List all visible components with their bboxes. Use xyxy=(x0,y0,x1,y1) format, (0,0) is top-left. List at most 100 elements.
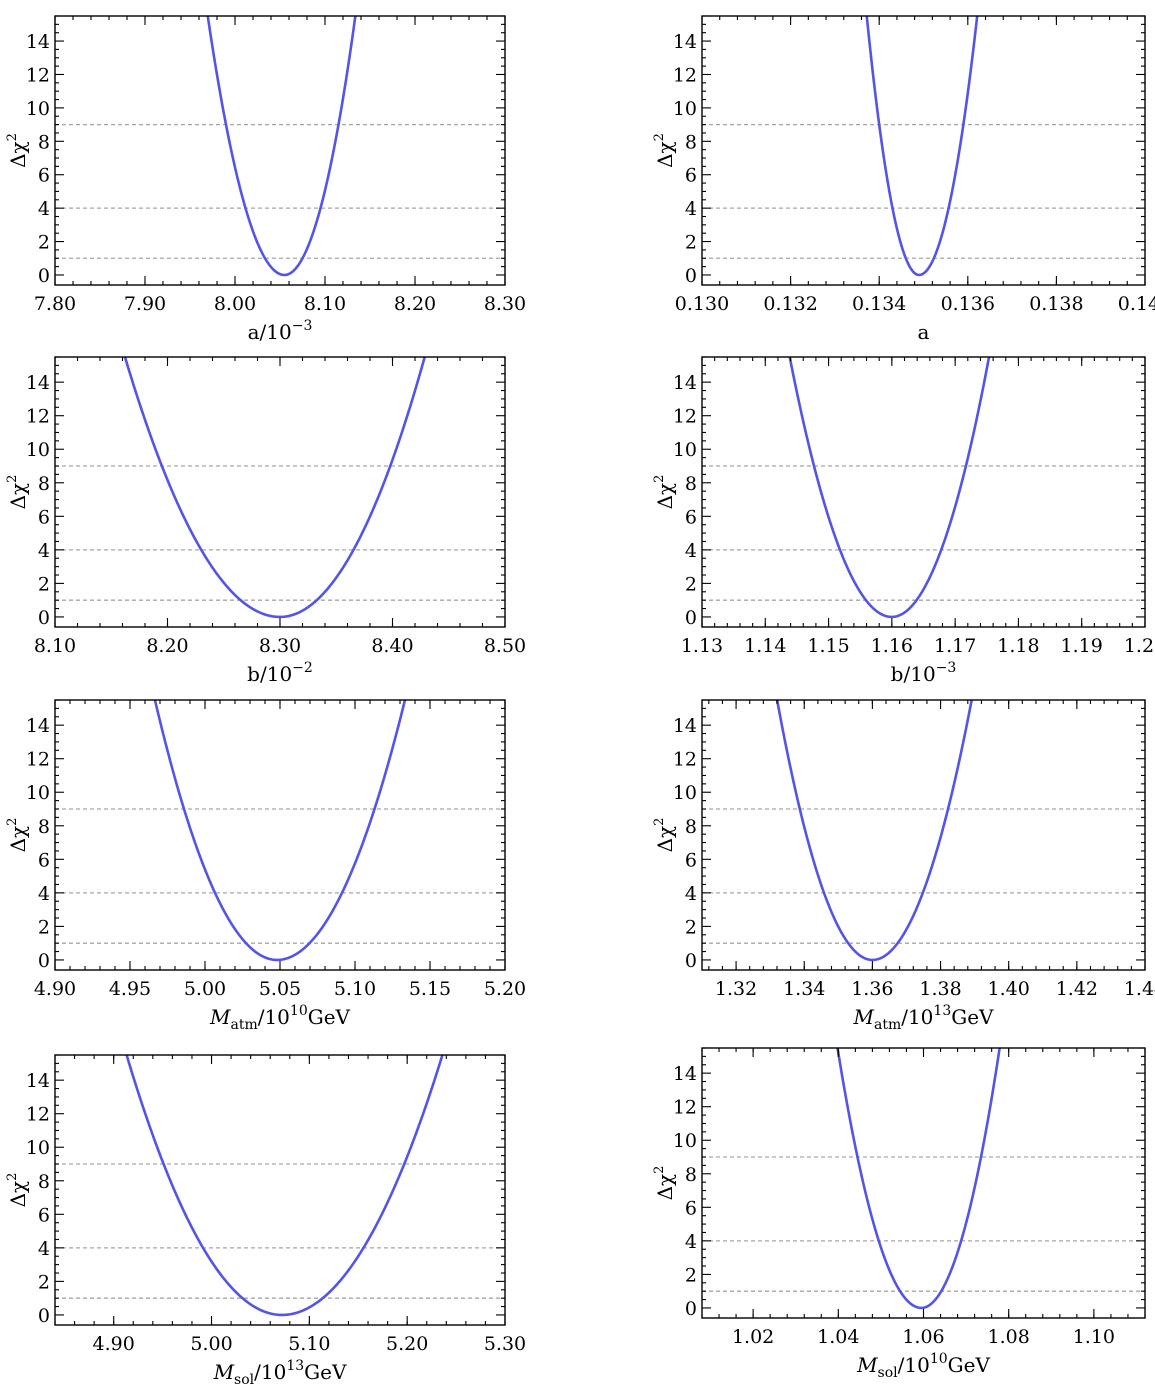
x-tick-label: 8.10 xyxy=(34,635,76,657)
x-axis-title-symbol: M xyxy=(856,1353,878,1377)
y-tick-label: 14 xyxy=(26,372,50,394)
y-tick-label: 8 xyxy=(685,473,697,495)
y-axis-title: Δχ2 xyxy=(5,1173,30,1208)
y-axis-title-main: Δχ xyxy=(6,141,30,168)
x-tick-label: 1.04 xyxy=(817,1326,859,1348)
y-tick-label: 12 xyxy=(673,749,697,771)
y-axis-title-main: Δχ xyxy=(653,826,677,853)
x-axis-title-sub: sol xyxy=(234,1372,255,1388)
y-tick-label: 8 xyxy=(685,1164,697,1186)
x-axis-title-main: b/10 xyxy=(891,662,936,686)
y-axis-title: Δχ2 xyxy=(5,133,30,168)
y-tick-label: 10 xyxy=(673,782,697,804)
y-tick-label: 10 xyxy=(26,1137,50,1159)
x-axis-title-sup: −3 xyxy=(292,318,313,334)
y-tick-label: 4 xyxy=(685,198,697,220)
x-axis-title: a/10−3 xyxy=(248,318,313,344)
chart-panel: 0.130 0.132 0.134 0.136 0.138 0.140 0 2 4 6 8 10 12 1… xyxy=(652,15,1155,344)
y-axis-title: Δχ2 xyxy=(5,475,30,510)
x-tick-label: 1.14 xyxy=(744,635,786,657)
y-tick-label: 12 xyxy=(673,64,697,86)
y-tick-label: 8 xyxy=(38,473,50,495)
chi-square-curve xyxy=(836,1048,1001,1310)
plot-frame xyxy=(54,356,506,628)
y-tick-label: 0 xyxy=(38,607,50,629)
chart-panel: 4.90 5.00 5.10 5.20 5.3002468101214Δχ2Msol/1… xyxy=(5,1054,526,1388)
y-tick-label: 0 xyxy=(38,265,50,287)
x-tick-label: 5.10 xyxy=(334,978,376,1000)
plot-frame xyxy=(54,699,506,971)
x-tick-label: 7.80 xyxy=(34,293,76,315)
x-tick-label: 8.30 xyxy=(259,635,301,657)
x-axis-title: a xyxy=(918,320,930,344)
y-axis-title-sup: 2 xyxy=(652,1166,667,1174)
y-tick-label: 10 xyxy=(673,439,697,461)
chi-square-curve xyxy=(125,1055,444,1317)
y-axis-title-main: Δχ xyxy=(6,1181,30,1208)
x-axis-title-main: a/10 xyxy=(248,320,292,344)
y-tick-label: 12 xyxy=(26,64,50,86)
y-tick-label: 0 xyxy=(685,265,697,287)
x-axis-title: Matm/1013GeV xyxy=(852,1003,994,1033)
y-tick-label: 12 xyxy=(673,1097,697,1119)
x-tick-label: 5.00 xyxy=(184,978,226,1000)
x-tick-label: 1.36 xyxy=(851,978,893,1000)
x-tick-label: 4.90 xyxy=(93,1333,135,1355)
y-tick-label: 6 xyxy=(38,165,50,187)
y-tick-label: 2 xyxy=(685,1264,697,1286)
x-tick-label: 1.40 xyxy=(988,978,1030,1000)
x-tick-label: 1.44 xyxy=(1124,978,1155,1000)
x-tick-label: 5.05 xyxy=(259,978,301,1000)
x-tick-label: 0.132 xyxy=(763,293,817,315)
x-axis-title-main: b/10 xyxy=(247,662,292,686)
x-tick-label: 4.95 xyxy=(109,978,151,1000)
x-tick-label: 1.06 xyxy=(902,1326,944,1348)
y-tick-label: 4 xyxy=(38,540,50,562)
y-tick-label: 10 xyxy=(673,98,697,120)
x-tick-label: 0.138 xyxy=(1029,293,1083,315)
y-tick-label: 8 xyxy=(38,1171,50,1193)
x-tick-label: 5.10 xyxy=(288,1333,330,1355)
x-tick-label: 7.90 xyxy=(124,293,166,315)
x-axis-title-unit: GeV xyxy=(304,1360,347,1384)
y-tick-label: 0 xyxy=(38,950,50,972)
x-axis-title-sup: 10 xyxy=(290,1003,308,1019)
x-tick-label: 8.30 xyxy=(484,293,526,315)
x-tick-label: 5.20 xyxy=(386,1333,428,1355)
y-tick-label: 6 xyxy=(38,506,50,528)
y-tick-label: 2 xyxy=(685,573,697,595)
chart-panel: 1.32 1.34 1.36 1.38 1.40 1.42 1.44 0 2 4 6 8 10 12 14 Δ… xyxy=(652,699,1155,1033)
x-tick-label: 8.50 xyxy=(484,635,526,657)
x-tick-label: 1.10 xyxy=(1073,1326,1115,1348)
x-axis-title: b/10−2 xyxy=(247,660,313,686)
x-tick-label: 1.32 xyxy=(715,978,757,1000)
y-tick-label: 14 xyxy=(26,1070,50,1092)
y-axis-title: Δχ2 xyxy=(652,818,677,853)
chi-square-curve xyxy=(153,700,407,962)
y-tick-label: 0 xyxy=(38,1305,50,1327)
plot-frame xyxy=(701,356,1146,628)
plot-frame xyxy=(54,1054,506,1326)
x-axis-title-unit: GeV xyxy=(948,1353,991,1377)
x-axis-title-sub: sol xyxy=(878,1365,899,1381)
y-tick-label: 14 xyxy=(673,31,697,53)
y-tick-label: 8 xyxy=(38,131,50,153)
y-tick-label: 6 xyxy=(38,849,50,871)
chi-square-curve xyxy=(865,16,979,277)
x-tick-label: 1.17 xyxy=(934,635,976,657)
x-tick-label: 0.136 xyxy=(941,293,995,315)
y-axis-title-sup: 2 xyxy=(652,133,667,141)
x-axis-title-unit: GeV xyxy=(308,1005,351,1029)
x-axis-title: Matm/1010GeV xyxy=(209,1003,351,1033)
y-tick-label: 12 xyxy=(26,406,50,428)
x-axis-title: Msol/1010GeV xyxy=(856,1351,990,1381)
x-tick-label: 1.13 xyxy=(681,635,723,657)
plot-frame xyxy=(701,699,1146,971)
y-axis-title-sup: 2 xyxy=(5,818,20,826)
x-tick-label: 1.18 xyxy=(997,635,1039,657)
y-tick-label: 0 xyxy=(685,607,697,629)
y-tick-label: 14 xyxy=(673,372,697,394)
y-tick-label: 2 xyxy=(38,1271,50,1293)
x-axis-title-symbol: M xyxy=(213,1360,235,1384)
